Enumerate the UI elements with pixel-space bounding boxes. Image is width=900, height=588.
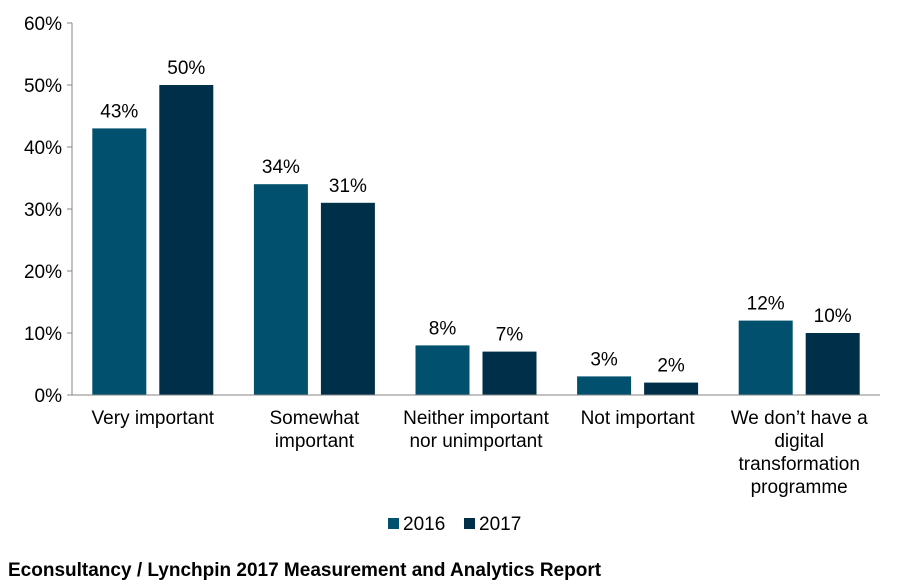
legend: 2016 2017 (388, 514, 521, 535)
bar-2017-2 (482, 351, 537, 395)
bar-2016-4 (738, 320, 793, 395)
x-category-label: Somewhat important (270, 408, 360, 452)
bar-2017-1 (320, 202, 375, 395)
bars (92, 85, 860, 395)
data-label-2017-3: 2% (657, 356, 685, 377)
data-label-2017-1: 31% (329, 176, 367, 197)
x-category-label-line: Neither important (403, 408, 549, 429)
data-label-2016-4: 12% (747, 294, 785, 315)
y-axis: 0% 10% 20% 30% 40% 50% 60% (24, 14, 73, 407)
data-label-2016-2: 8% (429, 318, 457, 339)
y-tick-label: 20% (24, 262, 62, 283)
data-label-2016-1: 34% (262, 157, 300, 178)
legend-swatch-2017 (464, 518, 475, 529)
x-category-label: Neither important nor unimportant (403, 408, 549, 452)
bar-2016-2 (415, 345, 470, 395)
legend-swatch-2016 (388, 518, 399, 529)
y-tick-label: 60% (24, 14, 62, 35)
y-tick-label: 0% (35, 386, 63, 407)
x-category-label-line: transformation (738, 454, 859, 475)
x-category-label-line: important (275, 431, 355, 452)
x-category-label: Not important (581, 408, 696, 429)
y-tick-label: 30% (24, 200, 62, 221)
x-category-label-line: We don’t have a (731, 408, 868, 429)
legend-label-2017: 2017 (479, 514, 521, 535)
x-category-label-line: Somewhat (270, 408, 360, 429)
data-label-2017-4: 10% (814, 306, 852, 327)
data-label-2017-0: 50% (167, 58, 205, 79)
x-axis: Very important Somewhat important Neither i… (72, 394, 880, 498)
x-category-label-line: nor unimportant (409, 431, 543, 452)
bar-2016-3 (577, 376, 632, 395)
source-note: Econsultancy / Lynchpin 2017 Measurement… (8, 560, 602, 581)
y-tick-label: 40% (24, 138, 62, 159)
x-category-label: We don’t have a digital transformation prog… (731, 408, 868, 498)
x-category-label-line: Very important (92, 408, 215, 429)
data-label-2016-0: 43% (100, 101, 138, 122)
data-labels: 43% 50% 34% 31% 8% 7% 3% 2% 12% 10% (100, 58, 852, 377)
data-label-2016-3: 3% (590, 349, 618, 370)
x-category-label: Very important (92, 408, 215, 429)
bar-2017-4 (805, 333, 860, 395)
x-category-label-line: digital (774, 431, 824, 452)
x-category-label-line: programme (751, 477, 848, 498)
bar-2016-0 (92, 128, 147, 395)
x-category-label-line: Not important (581, 408, 696, 429)
bar-2017-3 (644, 382, 699, 395)
data-label-2017-2: 7% (496, 325, 524, 346)
legend-label-2016: 2016 (403, 514, 445, 535)
y-tick-label: 50% (24, 76, 62, 97)
bar-2016-1 (253, 184, 308, 395)
y-tick-label: 10% (24, 324, 62, 345)
bar-2017-0 (159, 85, 214, 395)
